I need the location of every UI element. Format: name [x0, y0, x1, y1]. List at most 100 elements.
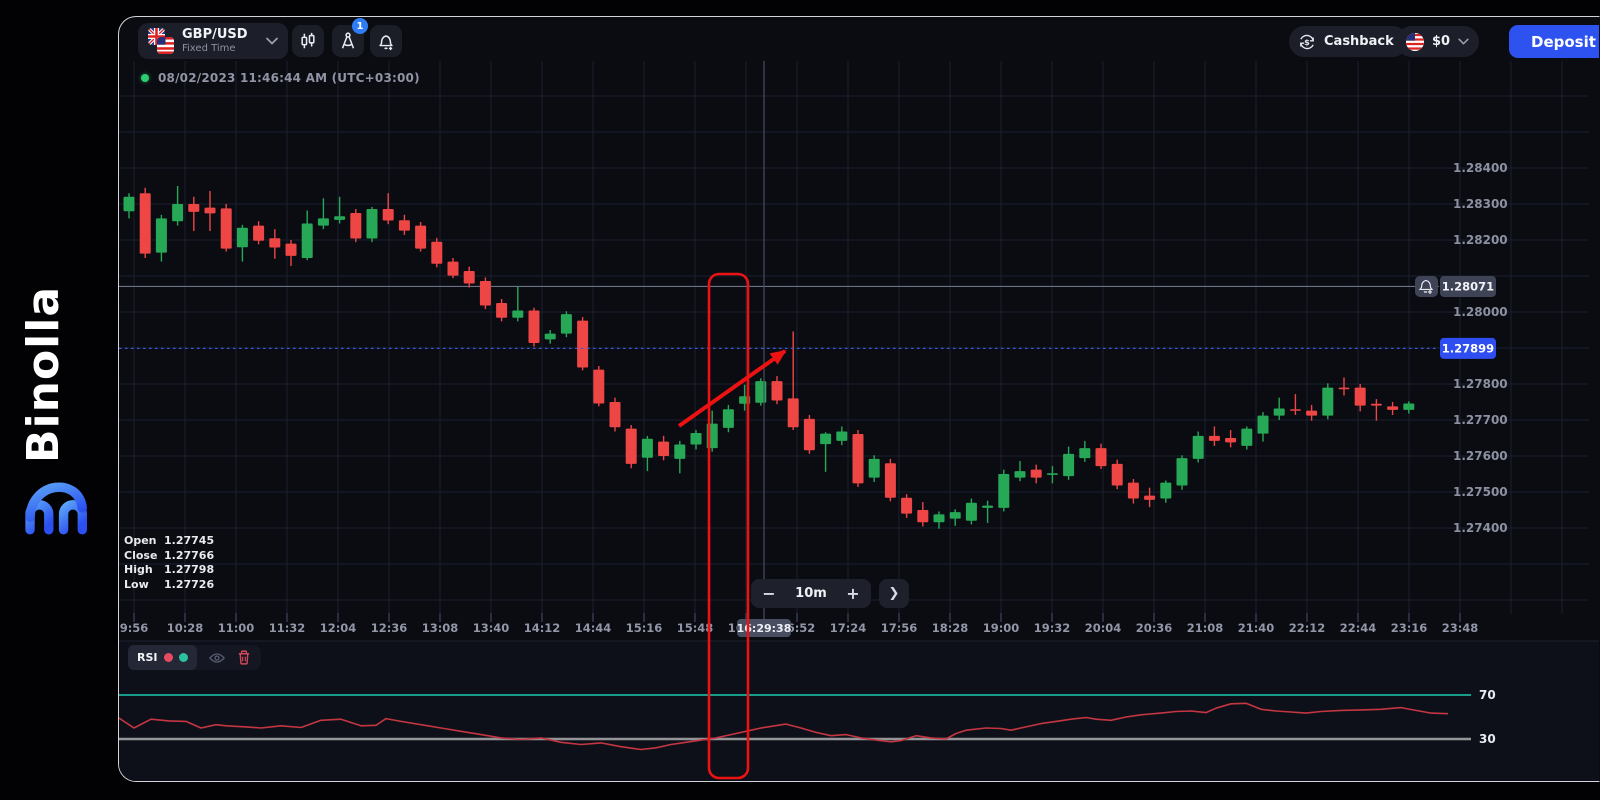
candle-body	[155, 218, 167, 253]
candle-body	[787, 398, 799, 428]
annotation-highlight-rect	[707, 272, 750, 780]
time-tick-label: 12:36	[371, 621, 408, 635]
candle-body	[868, 458, 880, 478]
candle-body	[820, 433, 832, 445]
candle-body	[253, 225, 265, 241]
candle-body	[366, 209, 378, 239]
candle-body	[220, 208, 232, 249]
price-tick-label: 1.28200	[1453, 233, 1508, 247]
ohlc-high-label: High	[124, 563, 153, 576]
candle-body	[463, 270, 475, 284]
time-tick-label: 22:44	[1340, 621, 1377, 635]
time-tick-label: 17:56	[881, 621, 918, 635]
time-tick-label: 14:12	[524, 621, 561, 635]
crosshair-time-tooltip	[737, 619, 791, 637]
timeframe-value[interactable]: 10m	[787, 579, 835, 608]
ohlc-close-value: 1.27766	[164, 548, 215, 562]
usd-flag-icon	[157, 37, 174, 54]
zoom-out-button[interactable]: −	[751, 579, 787, 608]
candle-body	[1338, 387, 1350, 390]
time-tick-label: 13:40	[473, 621, 510, 635]
balance-selector[interactable]: $0	[1396, 26, 1480, 57]
time-tick-label: 20:04	[1085, 621, 1122, 635]
candle-body	[560, 314, 572, 334]
rsi-upper-level-label: 70	[1479, 688, 1496, 702]
scroll-to-latest-button[interactable]: ❯	[879, 579, 909, 608]
time-tick-label: 14:44	[575, 621, 612, 635]
timeframe-controls: − 10m +	[751, 579, 871, 608]
candle-body	[317, 218, 329, 226]
tools-count-badge: 1	[352, 18, 368, 34]
annotation-arrow	[677, 349, 787, 428]
candle-body	[641, 438, 653, 458]
rsi-red-color-dot	[163, 653, 173, 662]
ohlc-low-value: 1.27726	[164, 577, 215, 591]
ohlc-close-label: Close	[124, 548, 158, 562]
zoom-in-button[interactable]: +	[835, 579, 871, 608]
time-tick-label: 15:16	[626, 621, 663, 635]
time-tick-label: 10:28	[167, 621, 204, 635]
add-alert-button[interactable]	[370, 25, 402, 57]
candle-body	[933, 514, 945, 523]
candle-body	[236, 227, 248, 248]
candle-body	[172, 204, 184, 222]
candle-body	[447, 261, 459, 276]
svg-text:$: $	[1304, 36, 1310, 46]
candle-body	[204, 207, 216, 214]
cashback-button[interactable]: $ Cashback	[1289, 26, 1408, 57]
time-tick-label: 17:24	[830, 621, 867, 635]
alert-bell-button[interactable]	[1415, 275, 1438, 297]
candle-body	[674, 444, 686, 459]
candle-body	[1322, 387, 1334, 416]
candle-body	[1257, 415, 1269, 434]
candle-body	[269, 238, 281, 248]
asset-selector[interactable]: GBP/USD Fixed Time	[138, 23, 288, 59]
candle-body	[1225, 438, 1237, 443]
candle-body	[1079, 448, 1091, 459]
candle-body	[1387, 406, 1399, 410]
brand-logo-icon	[25, 482, 87, 535]
time-tick-label: 12:04	[320, 621, 357, 635]
candle-body	[625, 428, 637, 464]
time-tick-label: 23:16	[1391, 621, 1428, 635]
candle-body	[382, 209, 394, 221]
rsi-delete-button[interactable]	[237, 650, 251, 665]
candle-body	[722, 409, 734, 428]
candle-body	[139, 193, 151, 254]
time-tick-label: 9:56	[120, 621, 149, 635]
candle-body	[771, 381, 783, 401]
rsi-visibility-toggle[interactable]	[208, 652, 225, 664]
chart-type-button[interactable]	[292, 25, 324, 57]
candle-body	[1144, 495, 1156, 500]
candle-body	[803, 418, 815, 451]
time-tick-label: 18:28	[932, 621, 969, 635]
time-tick-label: 13:08	[422, 621, 459, 635]
candle-body	[496, 303, 508, 318]
candle-body	[1403, 403, 1415, 410]
candle-body	[690, 432, 702, 445]
candle-body	[1127, 482, 1139, 499]
asset-pair-label: GBP/USD	[182, 26, 248, 42]
deposit-button[interactable]: Deposit	[1509, 25, 1599, 58]
rsi-indicator-pill[interactable]: RSI	[128, 645, 197, 670]
drawing-tools-button[interactable]: 1	[332, 18, 368, 57]
candle-body	[1095, 448, 1107, 467]
alert-price-badge[interactable]	[1440, 275, 1496, 297]
balance-amount: $0	[1432, 34, 1451, 49]
candle-body	[1273, 408, 1285, 416]
price-tick-label: 1.27700	[1453, 413, 1508, 427]
rsi-teal-color-dot	[178, 653, 188, 662]
candle-body	[852, 434, 864, 484]
candle-body	[398, 220, 410, 231]
candle-body	[1160, 482, 1172, 499]
candle-body	[609, 402, 621, 428]
candle-body	[512, 310, 524, 318]
cashback-label: Cashback	[1324, 34, 1394, 49]
rsi-lower-level-label: 30	[1479, 732, 1496, 746]
trash-icon	[238, 650, 249, 665]
platform-window: 1.28400 1.28300 1.28200 1.28000 1.27800 1.277…	[118, 16, 1600, 782]
candle-body	[755, 381, 767, 403]
candle-body	[998, 474, 1010, 508]
current-price-badge-label: 1.27899	[1442, 341, 1494, 355]
